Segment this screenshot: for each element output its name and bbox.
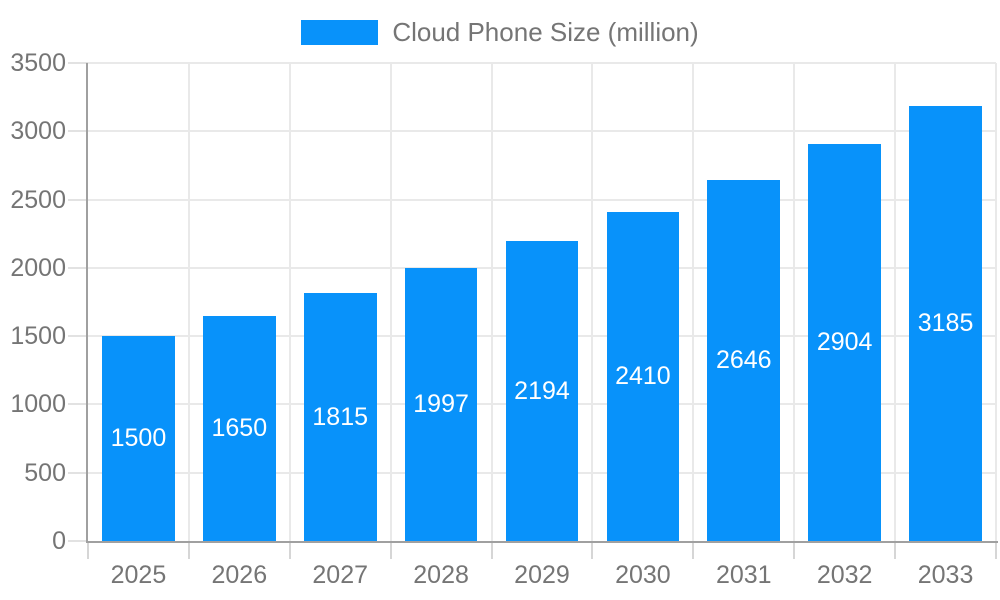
y-axis-tick bbox=[68, 335, 88, 338]
legend-label: Cloud Phone Size (million) bbox=[392, 16, 699, 47]
x-axis-category-label: 2030 bbox=[615, 561, 671, 589]
x-axis-category-label: 2033 bbox=[917, 561, 974, 589]
y-axis-tick-label: 3500 bbox=[10, 49, 66, 77]
bar[interactable]: 2194 bbox=[505, 241, 579, 541]
y-axis-tick bbox=[68, 471, 88, 474]
y-axis-tick-label: 2500 bbox=[10, 185, 66, 214]
y-axis-tick bbox=[68, 130, 88, 133]
x-axis-tick bbox=[692, 543, 695, 559]
gridline-vertical bbox=[490, 63, 493, 541]
y-axis-tick bbox=[68, 198, 88, 201]
x-axis-category-label: 2026 bbox=[211, 561, 268, 589]
bar-value-label: 1500 bbox=[110, 424, 167, 453]
bar-value-label: 2646 bbox=[715, 345, 772, 374]
y-axis-tick-label: 0 bbox=[52, 527, 66, 555]
gridline-vertical bbox=[288, 63, 291, 541]
legend-swatch bbox=[301, 19, 379, 45]
x-axis-category-label: 2025 bbox=[110, 561, 167, 589]
y-axis-tick bbox=[68, 403, 88, 406]
gridline-horizontal bbox=[88, 130, 996, 133]
gridline-vertical bbox=[894, 63, 897, 541]
bar-value-label: 3185 bbox=[917, 309, 974, 337]
gridline-vertical bbox=[389, 63, 392, 541]
y-axis-tick-label: 1500 bbox=[10, 322, 66, 351]
y-axis-tick-label: 2000 bbox=[10, 253, 66, 282]
y-axis-tick-label: 3000 bbox=[10, 117, 66, 146]
bar-value-label: 2194 bbox=[514, 376, 570, 405]
gridline-vertical bbox=[692, 63, 695, 541]
x-axis-category-label: 2032 bbox=[816, 561, 873, 589]
bar[interactable]: 2904 bbox=[808, 144, 881, 541]
x-axis-tick bbox=[793, 543, 796, 559]
x-axis-tick bbox=[389, 543, 392, 559]
x-axis-category-label: 2027 bbox=[312, 561, 369, 589]
x-axis-tick bbox=[995, 543, 997, 559]
gridline-vertical bbox=[187, 63, 190, 541]
x-axis-category-label: 2031 bbox=[715, 561, 772, 589]
y-axis-tick-label: 1000 bbox=[10, 390, 66, 419]
y-axis-line bbox=[86, 63, 88, 543]
bar[interactable]: 1815 bbox=[303, 293, 377, 541]
gridline-vertical bbox=[995, 63, 997, 541]
gridline-horizontal bbox=[88, 198, 996, 201]
x-axis-category-label: 2028 bbox=[413, 561, 469, 589]
x-axis-tick bbox=[288, 543, 291, 559]
bar-value-label: 2904 bbox=[816, 328, 873, 357]
bar[interactable]: 3185 bbox=[909, 106, 982, 541]
bar[interactable]: 1500 bbox=[102, 336, 175, 541]
x-axis-line bbox=[86, 541, 998, 543]
x-axis-tick bbox=[87, 543, 89, 559]
bar-value-label: 1650 bbox=[211, 413, 268, 442]
gridline-vertical bbox=[793, 63, 796, 541]
x-axis-tick bbox=[490, 543, 493, 559]
y-axis-tick bbox=[68, 540, 88, 542]
bar-value-label: 1815 bbox=[312, 402, 369, 431]
gridline-vertical bbox=[591, 63, 594, 541]
bar[interactable]: 2646 bbox=[707, 179, 781, 541]
bar[interactable]: 2410 bbox=[606, 211, 680, 541]
bar-value-label: 2410 bbox=[615, 361, 671, 390]
x-axis-tick bbox=[894, 543, 897, 559]
y-axis-tick-label: 500 bbox=[24, 458, 66, 487]
bar[interactable]: 1650 bbox=[203, 315, 276, 541]
x-axis-tick bbox=[591, 543, 594, 559]
y-axis-tick bbox=[68, 62, 88, 64]
x-axis-category-label: 2029 bbox=[514, 561, 570, 589]
plot-area: 0 500 1000 1500 2000 2500 3000 3500 1500 2025 1650… bbox=[10, 49, 998, 589]
bar[interactable]: 1997 bbox=[404, 268, 478, 541]
legend[interactable]: Cloud Phone Size (million) bbox=[0, 16, 1000, 48]
gridline-horizontal bbox=[88, 62, 996, 64]
bar-value-label: 1997 bbox=[413, 390, 469, 419]
x-axis-tick bbox=[187, 543, 190, 559]
y-axis-tick bbox=[68, 266, 88, 269]
